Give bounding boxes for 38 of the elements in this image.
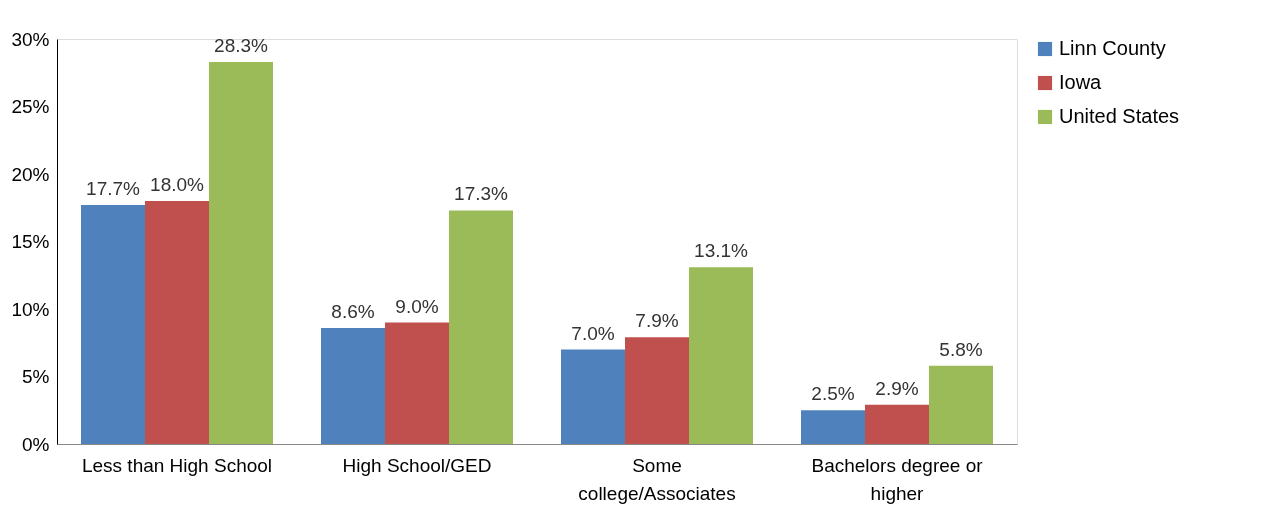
y-tick-label: 5% <box>22 366 50 387</box>
data-label: 18.0% <box>150 174 205 195</box>
y-tick-label: 10% <box>11 298 50 320</box>
bar <box>561 349 625 444</box>
data-label: 2.5% <box>811 383 855 405</box>
x-tick-label: Some college/Associates <box>578 454 736 504</box>
bar <box>801 410 865 444</box>
y-tick-label: 15% <box>11 231 50 252</box>
x-tick-label: Less than High School <box>81 454 273 476</box>
data-label: 5.8% <box>939 338 983 360</box>
y-tick-label: 25% <box>11 96 50 117</box>
data-label: 7.0% <box>571 322 615 344</box>
legend-label: Linn County <box>1059 37 1166 59</box>
data-label: 28.3% <box>214 34 269 56</box>
x-tick-label: Bachelors degree or higher <box>811 454 984 504</box>
bar <box>625 337 689 444</box>
bar <box>865 404 929 444</box>
data-label: 7.9% <box>635 310 679 332</box>
data-label: 8.6% <box>331 300 375 322</box>
legend-label: United States <box>1059 105 1180 127</box>
bar <box>209 61 273 444</box>
bar <box>689 267 753 444</box>
bar <box>385 322 449 444</box>
bar <box>929 365 993 444</box>
y-tick-label: 0% <box>22 433 50 455</box>
bar <box>321 327 385 444</box>
y-tick-label: 20% <box>11 163 50 185</box>
data-label: 9.0% <box>395 295 439 317</box>
data-label: 17.3% <box>454 183 509 205</box>
data-label: 13.1% <box>694 240 749 262</box>
bar <box>449 210 513 444</box>
bar <box>81 205 145 444</box>
legend-label: Iowa <box>1059 71 1103 93</box>
data-label: 2.9% <box>875 377 919 399</box>
bar <box>145 201 209 444</box>
y-tick-label: 30% <box>11 28 50 50</box>
x-tick-label: High School/GED <box>342 454 492 476</box>
data-label: 17.7% <box>86 178 141 200</box>
